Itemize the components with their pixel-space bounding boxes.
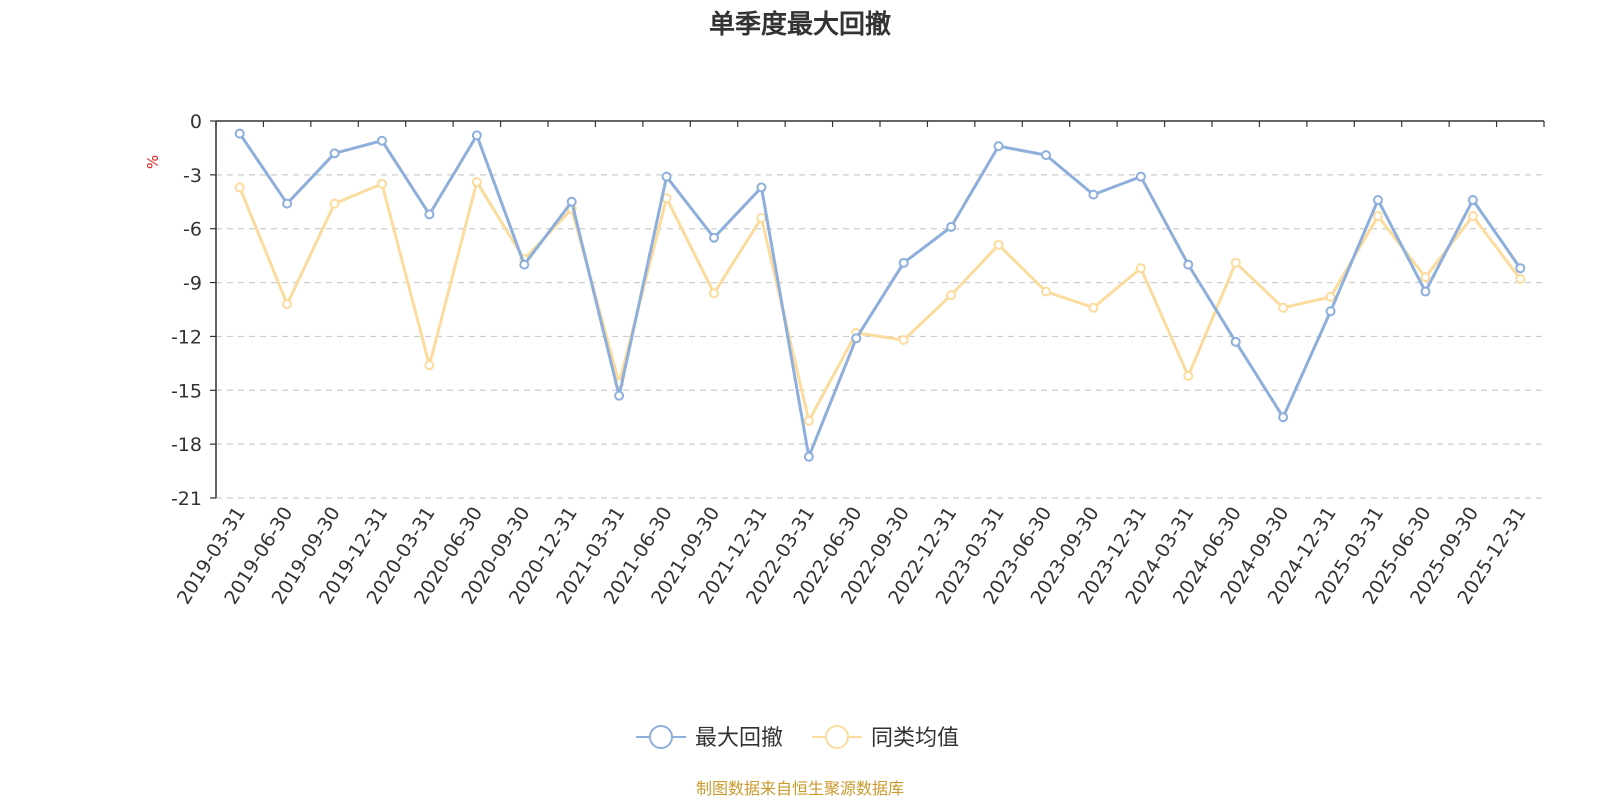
y-tick-label: 0 xyxy=(190,111,202,133)
data-point[interactable] xyxy=(803,415,814,426)
data-point[interactable] xyxy=(1515,273,1526,284)
y-tick-label: -6 xyxy=(183,219,202,241)
y-axis-unit: % xyxy=(144,155,162,169)
data-point[interactable] xyxy=(377,135,387,146)
data-point[interactable] xyxy=(946,290,957,301)
data-point[interactable] xyxy=(661,171,672,182)
y-tick-label: -21 xyxy=(171,488,202,510)
data-point[interactable] xyxy=(1230,336,1241,347)
data-point[interactable] xyxy=(614,390,625,401)
data-point[interactable] xyxy=(1373,211,1383,222)
data-point[interactable] xyxy=(282,198,293,209)
data-point[interactable] xyxy=(377,178,387,189)
data-point[interactable] xyxy=(946,221,957,232)
data-point[interactable] xyxy=(1041,150,1051,161)
data-point[interactable] xyxy=(1183,259,1194,270)
data-point[interactable] xyxy=(424,360,435,371)
data-point[interactable] xyxy=(471,130,482,141)
data-point[interactable] xyxy=(234,182,245,193)
legend[interactable]: 最大回撤 同类均值 xyxy=(636,725,959,751)
series-line xyxy=(238,132,1522,459)
y-tick-label: -15 xyxy=(171,380,202,402)
data-point[interactable] xyxy=(898,257,909,268)
data-point[interactable] xyxy=(1088,302,1099,313)
data-point[interactable] xyxy=(803,451,814,462)
series-2 xyxy=(234,177,1526,426)
data-point[interactable] xyxy=(1420,272,1431,283)
data-point[interactable] xyxy=(1230,257,1241,268)
y-tick-label: -9 xyxy=(183,273,202,295)
data-point[interactable] xyxy=(519,259,530,270)
data-point[interactable] xyxy=(471,177,482,188)
data-point[interactable] xyxy=(709,288,719,299)
data-point[interactable] xyxy=(1135,263,1146,274)
series-1 xyxy=(234,128,1526,462)
source-note: 制图数据来自恒生聚源数据库 xyxy=(696,779,904,798)
data-point[interactable] xyxy=(1325,306,1336,317)
y-tick-label: -3 xyxy=(183,165,202,187)
data-point[interactable] xyxy=(1135,171,1146,182)
data-point[interactable] xyxy=(329,198,340,209)
data-point[interactable] xyxy=(1278,302,1289,313)
data-point[interactable] xyxy=(1373,194,1383,205)
data-point[interactable] xyxy=(756,182,767,193)
legend-label: 最大回撤 xyxy=(695,726,783,751)
data-point[interactable] xyxy=(1420,286,1431,297)
legend-marker-icon xyxy=(825,725,849,749)
x-axis-ticks: 2019-03-312019-06-302019-09-302019-12-31… xyxy=(173,121,1545,608)
y-axis-ticks: 0 -3 -6 -9 -12 -15 -18 -21 xyxy=(171,111,216,510)
data-point[interactable] xyxy=(1088,189,1099,200)
data-point[interactable] xyxy=(1467,211,1478,222)
data-point[interactable] xyxy=(756,212,767,223)
data-point[interactable] xyxy=(1515,263,1526,274)
data-point[interactable] xyxy=(424,209,435,220)
data-point[interactable] xyxy=(1041,286,1051,297)
data-point[interactable] xyxy=(1183,370,1194,381)
series-layer xyxy=(234,128,1526,462)
data-point[interactable] xyxy=(709,232,719,243)
legend-item-2[interactable]: 同类均值 xyxy=(812,725,959,751)
series-line xyxy=(238,180,1522,423)
data-point[interactable] xyxy=(566,196,577,207)
chart-title: 单季度最大回撤 xyxy=(709,9,891,40)
legend-marker-icon xyxy=(649,725,673,749)
data-point[interactable] xyxy=(282,299,293,310)
data-point[interactable] xyxy=(1467,194,1478,205)
legend-item-1[interactable]: 最大回撤 xyxy=(636,725,783,751)
data-point[interactable] xyxy=(329,148,340,159)
data-point[interactable] xyxy=(851,333,862,344)
data-point[interactable] xyxy=(1325,291,1336,302)
data-point[interactable] xyxy=(1278,412,1289,423)
y-tick-label: -18 xyxy=(171,434,202,456)
data-point[interactable] xyxy=(993,239,1004,250)
data-point[interactable] xyxy=(234,128,245,139)
y-tick-label: -12 xyxy=(171,326,202,348)
data-point[interactable] xyxy=(993,141,1004,152)
legend-label: 同类均值 xyxy=(871,726,959,751)
data-point[interactable] xyxy=(898,335,909,346)
